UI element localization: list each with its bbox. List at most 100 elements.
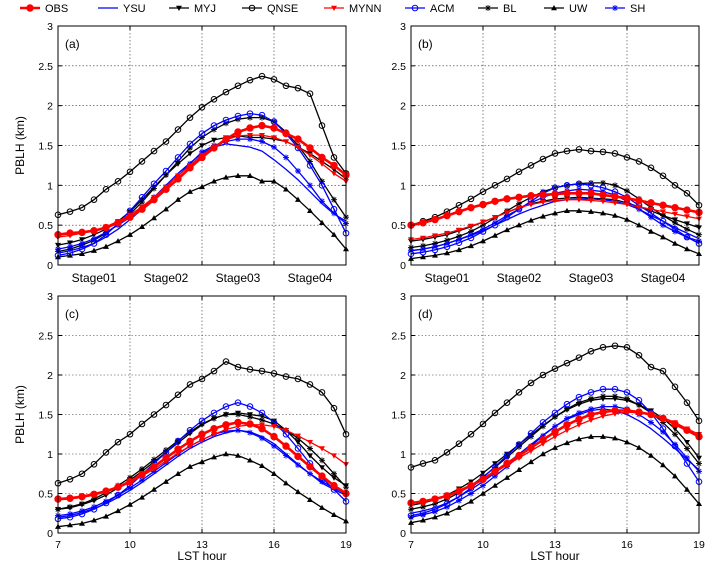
data-point — [420, 503, 426, 510]
y-tick-label: 2 — [47, 370, 53, 382]
data-point — [186, 427, 194, 434]
data-point — [540, 432, 546, 439]
data-point — [247, 457, 253, 463]
stage-label: Stage02 — [497, 271, 542, 285]
data-point — [174, 391, 182, 399]
data-point — [527, 443, 535, 452]
data-point — [258, 409, 266, 417]
data-point — [234, 82, 242, 90]
x-tick-label: 13 — [549, 539, 561, 551]
data-point — [504, 474, 510, 480]
data-point — [199, 458, 205, 465]
data-point — [102, 223, 110, 232]
stage-label: Stage03 — [569, 271, 614, 285]
series-uw — [408, 433, 702, 525]
data-point — [319, 178, 325, 185]
data-point — [90, 196, 98, 203]
y-tick-label: 0.5 — [38, 220, 53, 232]
data-point — [66, 208, 74, 215]
data-point — [552, 198, 558, 204]
data-point — [294, 135, 302, 143]
legend-marker — [551, 5, 557, 11]
data-point — [186, 114, 194, 121]
data-point — [258, 111, 266, 119]
data-point — [151, 214, 157, 221]
data-point — [151, 185, 157, 192]
data-point — [564, 428, 570, 434]
data-point — [492, 219, 498, 226]
data-point — [659, 201, 667, 209]
data-point — [271, 135, 277, 141]
y-tick-label: 1.5 — [38, 410, 53, 422]
data-point — [624, 216, 630, 222]
data-point — [419, 460, 427, 467]
data-point — [126, 477, 134, 486]
x-tick-label: 16 — [621, 539, 633, 551]
stage-label: Stage02 — [144, 271, 189, 285]
data-point — [444, 240, 450, 247]
stage-label: Stage03 — [216, 271, 261, 285]
data-point — [611, 150, 619, 157]
data-point — [306, 90, 314, 98]
data-point — [186, 164, 194, 172]
data-point — [563, 359, 571, 367]
data-point — [443, 492, 451, 500]
data-point — [588, 395, 594, 402]
data-point — [211, 178, 217, 184]
y-tick-label: 0 — [47, 260, 53, 272]
data-point — [114, 219, 122, 227]
data-point — [174, 445, 182, 453]
data-point — [198, 375, 206, 383]
data-point — [103, 498, 109, 505]
data-point — [79, 500, 85, 507]
data-point — [307, 470, 313, 477]
data-point — [612, 393, 618, 400]
data-point — [539, 419, 547, 426]
data-point — [307, 182, 313, 189]
data-point — [659, 414, 667, 423]
legend-item-mynn: MYNN — [324, 3, 381, 15]
data-point — [503, 175, 511, 183]
data-point — [600, 199, 606, 205]
data-point — [102, 487, 110, 495]
data-point — [114, 438, 122, 446]
data-point — [648, 214, 654, 221]
data-point — [551, 365, 559, 372]
data-point — [480, 219, 486, 225]
y-tick-label: 1 — [47, 180, 53, 192]
legend-marker — [26, 4, 34, 12]
data-point — [307, 445, 313, 452]
data-point — [671, 383, 679, 391]
data-point — [420, 246, 426, 253]
data-point — [163, 171, 169, 178]
data-point — [564, 405, 570, 412]
data-point — [431, 215, 439, 224]
data-point — [552, 423, 558, 430]
data-point — [295, 196, 301, 202]
data-point — [635, 196, 643, 205]
data-point — [432, 514, 438, 520]
data-point — [330, 161, 338, 170]
data-point — [683, 399, 691, 406]
data-point — [222, 403, 230, 410]
data-point — [672, 240, 678, 246]
data-point — [222, 421, 230, 429]
panel-a: 0 0.5 1 1.5 2 2.5 3 Stage01 Stage02 Stage03 Stage0… — [13, 21, 350, 285]
data-point — [671, 182, 679, 189]
data-point — [271, 443, 277, 450]
y-tick-label: 1 — [47, 449, 53, 461]
data-point — [660, 428, 666, 435]
data-point — [623, 344, 631, 351]
x-axis-label: LST hour — [177, 549, 226, 562]
data-point — [259, 417, 265, 424]
y-tick-label: 2 — [47, 101, 53, 113]
panel-b: 0 0.5 1 1.5 2 2.5 3 Stage01 Stage02 Stage03 Stage0… — [391, 21, 703, 285]
data-point — [198, 430, 206, 438]
data-point — [306, 162, 314, 169]
data-point — [139, 477, 145, 484]
data-point — [319, 457, 325, 464]
data-point — [431, 457, 439, 464]
data-point — [331, 475, 337, 481]
data-point — [199, 437, 205, 443]
